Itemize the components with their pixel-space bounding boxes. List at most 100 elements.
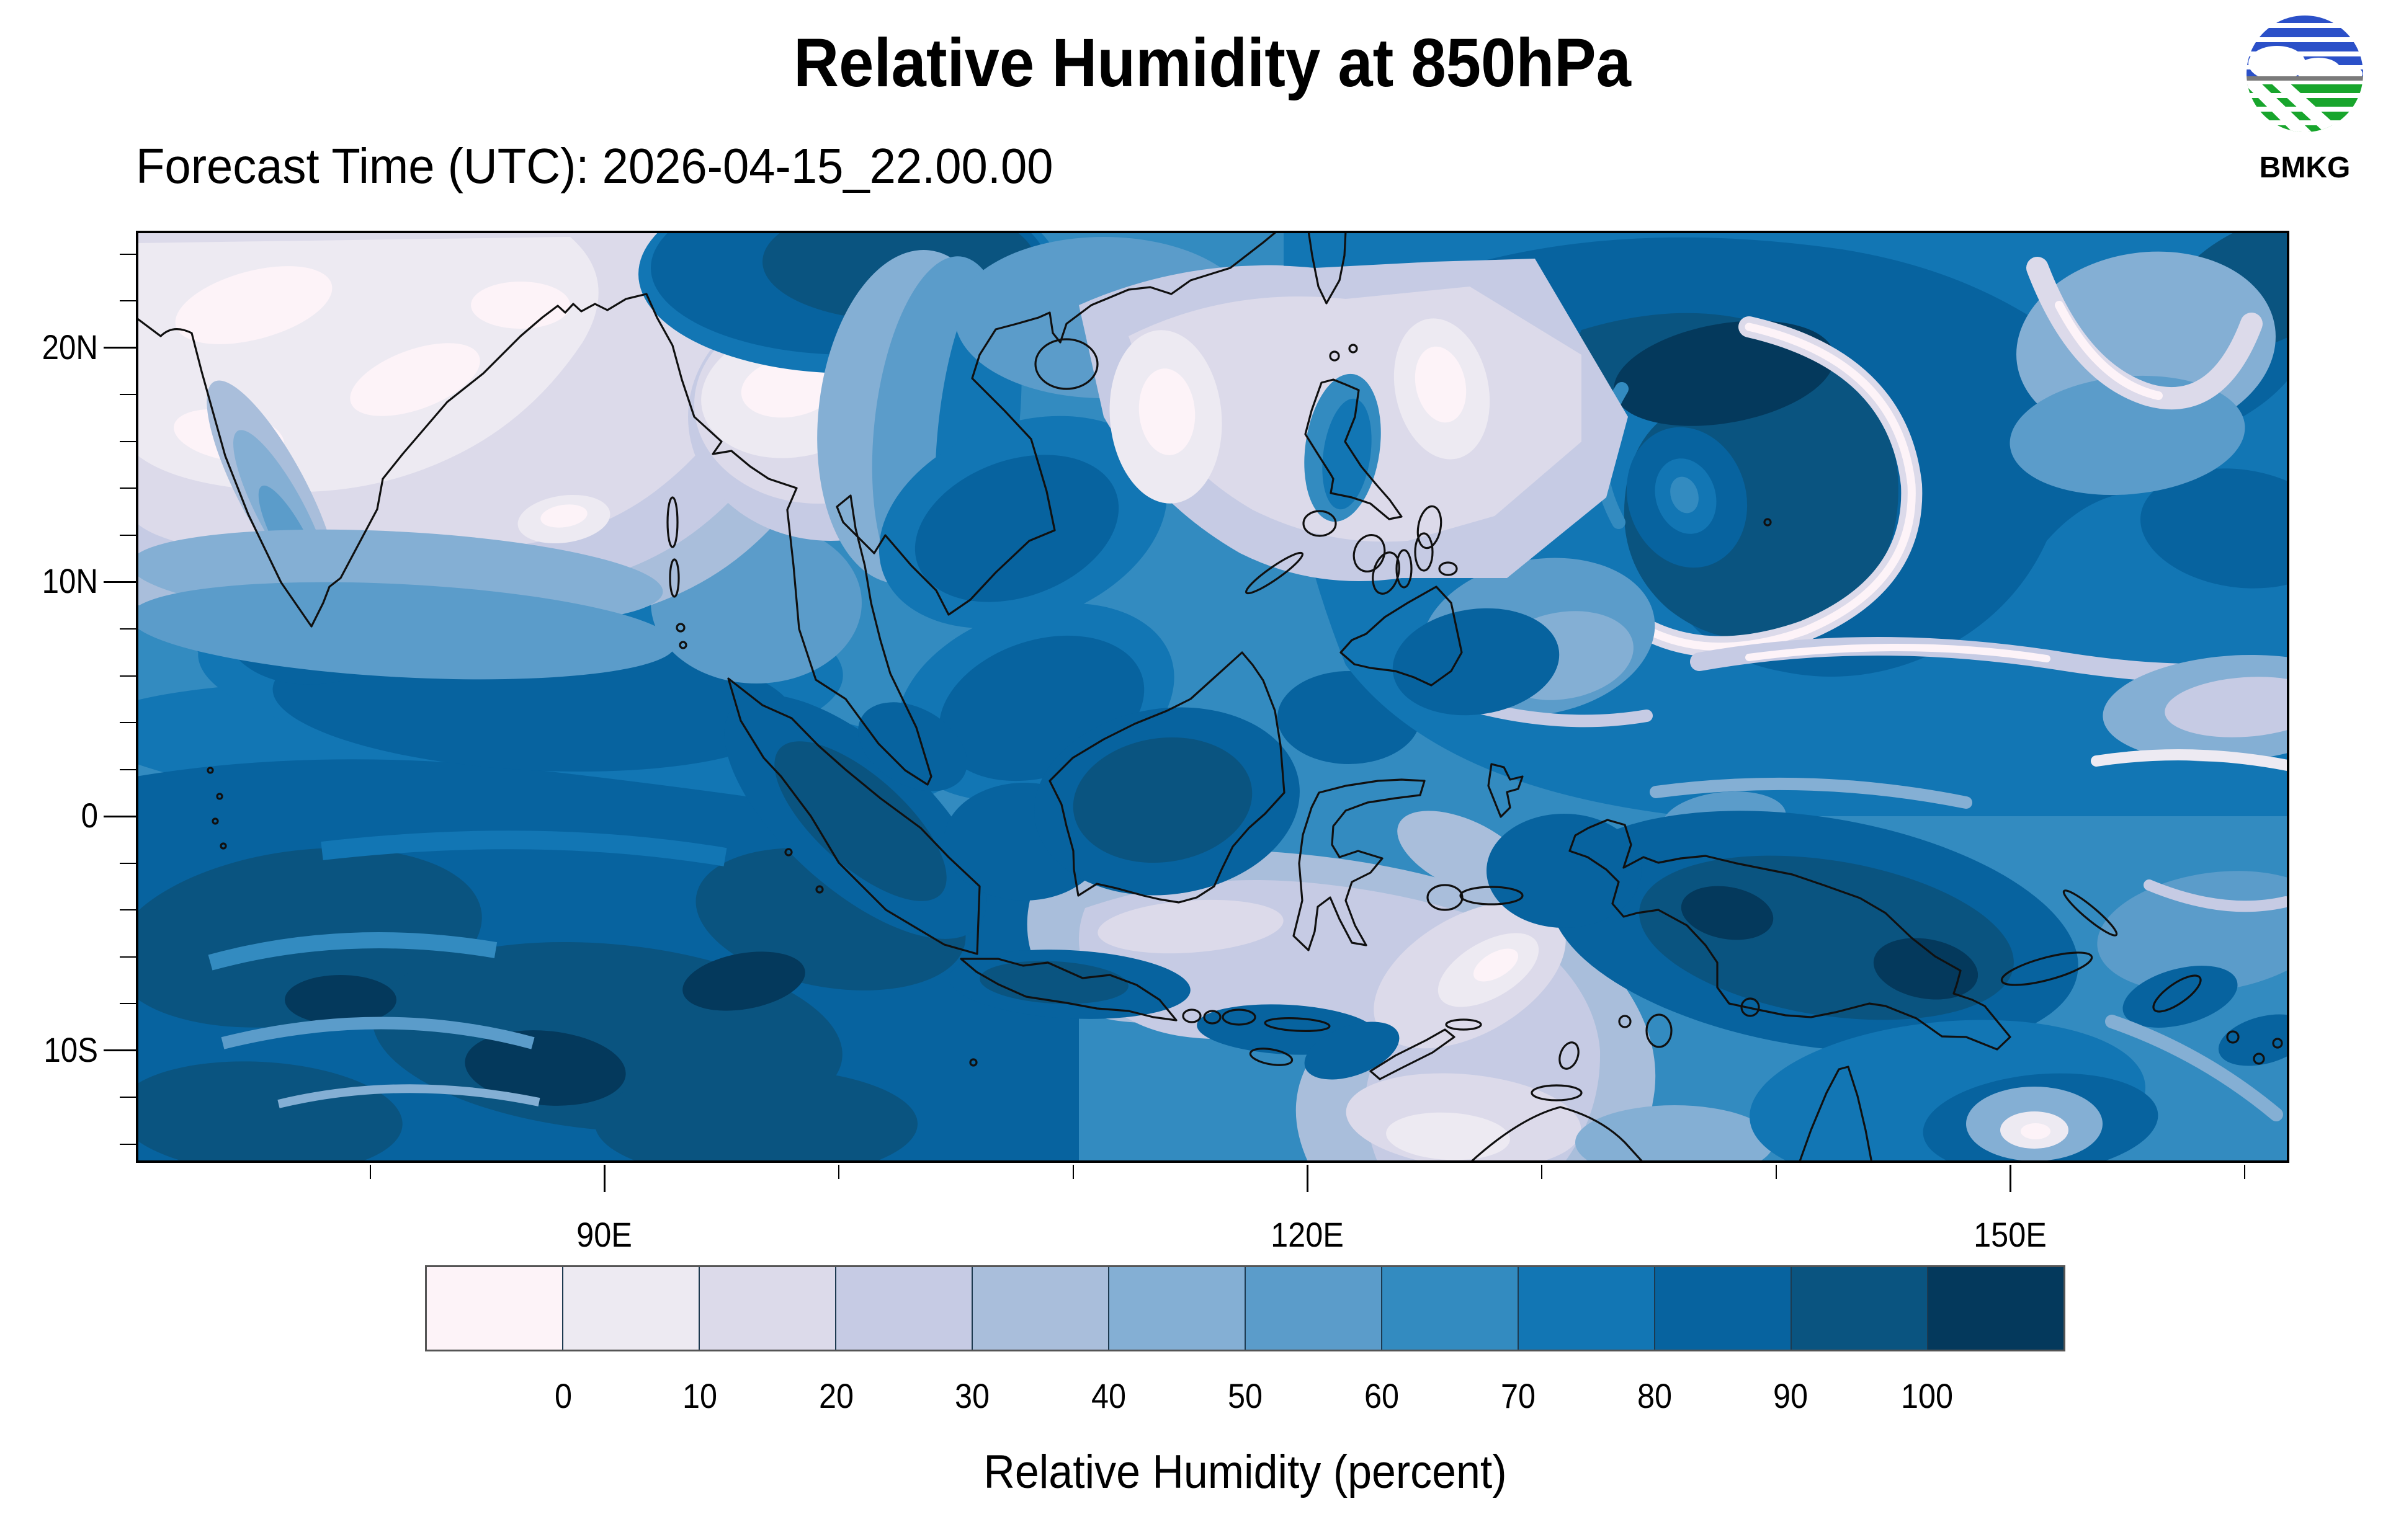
coastline-hainan: [1034, 338, 1099, 390]
coastline-seram: [1459, 886, 1524, 906]
colorbar-segment: [427, 1267, 563, 1350]
coastline-asia: [136, 231, 1279, 786]
coastline-solomon-3: [2272, 1038, 2283, 1049]
lat-major-tick: [104, 581, 136, 583]
colorbar-tick-label: 30: [955, 1376, 990, 1415]
coastlines: [136, 231, 2283, 1163]
coastline-mindanao: [1339, 585, 1463, 687]
lat-major-tick: [104, 815, 136, 817]
coastline-melville: [1531, 1084, 1583, 1102]
colorbar-tick-label: 20: [818, 1376, 854, 1415]
coastline-palawan: [1245, 551, 1304, 595]
coastline-bohol: [1438, 561, 1458, 576]
coastline-timor: [1369, 1028, 1455, 1080]
coastline-sulawesi: [1292, 778, 1426, 951]
colorbar-segment: [1109, 1267, 1246, 1350]
coastline-tanimbar: [1558, 1041, 1580, 1070]
lon-minor-tick: [369, 1165, 371, 1179]
colorbar-segment: [1382, 1267, 1519, 1350]
coastline-cebu: [1395, 549, 1413, 589]
lat-minor-tick: [120, 394, 136, 396]
humidity-field: [136, 231, 2289, 1163]
coastline-halmahera: [1487, 763, 1524, 818]
lon-minor-tick: [838, 1165, 839, 1179]
lat-minor-tick: [120, 956, 136, 958]
colorbar-segment: [563, 1267, 700, 1350]
coastline-mentawai-2: [815, 885, 824, 894]
coastline-palau: [1763, 518, 1772, 527]
colorbar-segment: [1246, 1267, 1382, 1350]
coastline-nicobar-1: [676, 623, 686, 633]
coastline-nicobar-2: [679, 641, 687, 649]
coastline-lakshadweep-4: [220, 842, 227, 850]
coastline-sumbawa: [1222, 1008, 1256, 1026]
colorbar-tick-label: 80: [1637, 1376, 1672, 1415]
coastline-lakshadweep-3: [212, 817, 219, 825]
coastline-lombok: [1203, 1010, 1222, 1025]
coastline-wetar: [1445, 1018, 1482, 1031]
lon-minor-tick: [1540, 1165, 1542, 1179]
lat-minor-tick: [120, 440, 136, 442]
humidity-map: [136, 231, 2289, 1163]
lat-minor-tick: [120, 1003, 136, 1005]
coastline-flores: [1264, 1017, 1331, 1032]
coastline-lakshadweep-1: [207, 767, 214, 774]
lat-minor-tick: [120, 675, 136, 677]
coastline-babuyan-1: [1329, 350, 1340, 362]
lat-major-tick: [104, 347, 136, 349]
colorbar-tick-label: 90: [1773, 1376, 1808, 1415]
forecast-time-subtitle: Forecast Time (UTC): 2026-04-15_22.00.00: [136, 138, 1053, 194]
lon-tick-label: 120E: [1271, 1215, 1344, 1254]
lat-minor-tick: [120, 487, 136, 489]
coastline-bougainville: [2152, 974, 2202, 1013]
colorbar-tick-label: 70: [1500, 1376, 1536, 1415]
coastline-mentawai-1: [784, 848, 793, 857]
lat-minor-tick: [120, 1097, 136, 1098]
lat-minor-tick: [120, 862, 136, 864]
coastline-andaman: [666, 496, 679, 548]
colorbar-segment: [1792, 1267, 1928, 1350]
bmkg-logo-text: BMKG: [2260, 151, 2351, 184]
coastline-sumba: [1249, 1048, 1294, 1066]
coastline-solomon-1: [2226, 1030, 2240, 1044]
coastline-new-ireland: [2062, 889, 2118, 937]
colorbar-segment: [973, 1267, 1109, 1350]
colorbar-segment: [1928, 1267, 2063, 1350]
coastline-aru: [1645, 1013, 1673, 1048]
coastline-bali: [1182, 1008, 1202, 1023]
lon-tick-label: 150E: [1974, 1215, 2047, 1254]
lat-minor-tick: [120, 768, 136, 770]
coastline-new-britain: [2000, 951, 2093, 986]
coastline-kai: [1618, 1015, 1632, 1028]
lat-tick-label: 20N: [42, 327, 98, 367]
coastline-australia-nt: [1469, 1106, 1645, 1163]
coastline-java: [960, 958, 1178, 1021]
coastline-lakshadweep-2: [216, 793, 223, 800]
lon-minor-tick: [2243, 1165, 2245, 1179]
coastline-solomon-2: [2253, 1053, 2265, 1065]
coastline-new-guinea: [1568, 819, 2011, 1051]
lon-tick-label: 90E: [576, 1215, 633, 1254]
coastline-babuyan-2: [1348, 344, 1358, 354]
lat-minor-tick: [120, 534, 136, 536]
lon-major-tick: [1306, 1165, 1308, 1192]
coastline-panay: [1352, 534, 1386, 572]
lat-major-tick: [104, 1049, 136, 1052]
lat-minor-tick: [120, 909, 136, 911]
coastline-christmas-island: [969, 1058, 978, 1067]
lat-tick-label: 0: [81, 796, 98, 835]
bmkg-logo: BMKG: [2247, 16, 2363, 184]
colorbar-segment: [1655, 1267, 1792, 1350]
lat-minor-tick: [120, 628, 136, 630]
coastline-mindoro: [1302, 510, 1337, 537]
colorbar-caption: Relative Humidity (percent): [983, 1446, 1507, 1498]
coastline-taiwan: [1307, 231, 1347, 305]
lat-tick-label: 10N: [42, 561, 98, 601]
colorbar-tick-label: 10: [682, 1376, 717, 1415]
lon-major-tick: [2009, 1165, 2011, 1192]
bmkg-logo-globe-icon: [2247, 16, 2363, 132]
coastline-borneo: [1048, 651, 1285, 904]
colorbar-tick-label: 40: [1091, 1376, 1127, 1415]
map-frame: [136, 231, 2289, 1163]
